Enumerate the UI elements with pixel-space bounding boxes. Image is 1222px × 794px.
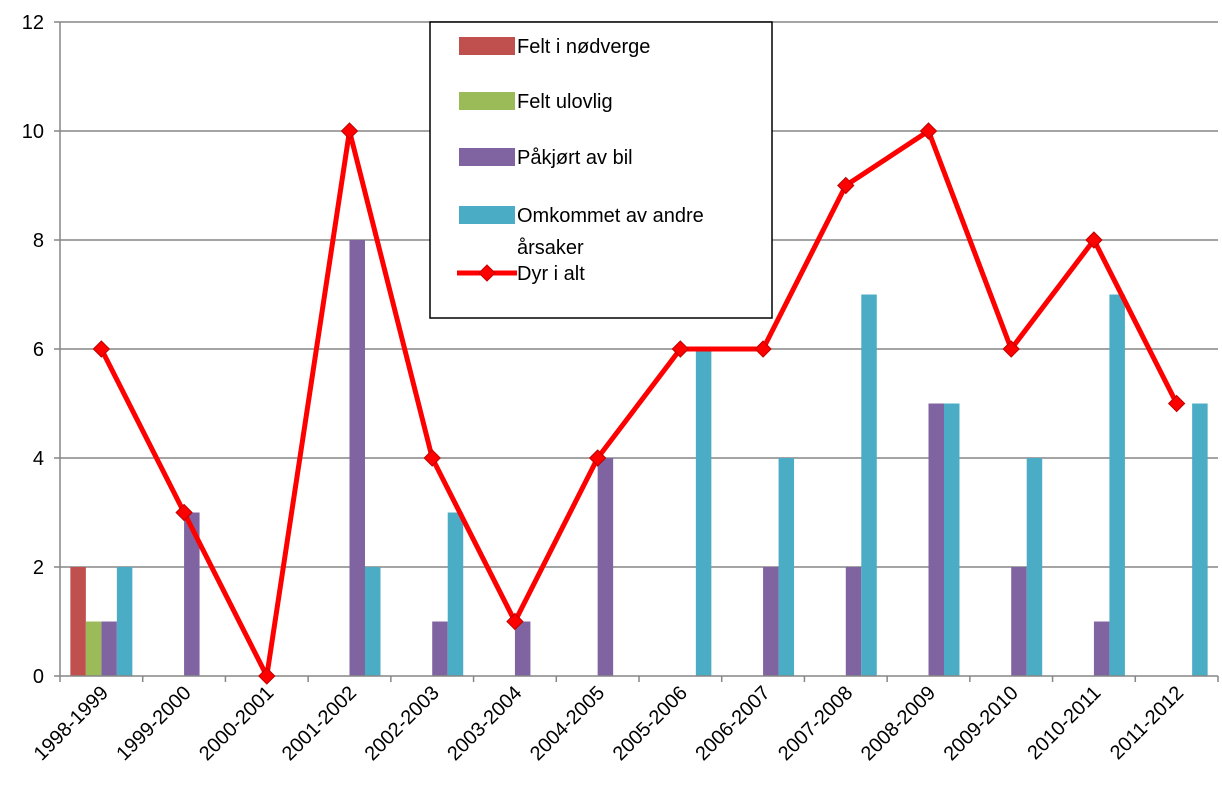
bar	[70, 567, 86, 676]
y-tick-label: 2	[33, 557, 44, 579]
bar	[349, 240, 365, 676]
line-point-marker	[258, 667, 276, 685]
x-tick-label: 1999-2000	[112, 682, 195, 765]
line-point-marker	[175, 503, 193, 522]
y-tick-label: 10	[22, 121, 44, 143]
x-tick-label: 2011-2012	[1106, 682, 1188, 764]
bar	[447, 512, 464, 676]
line-point-marker	[423, 449, 441, 467]
line-point-marker	[92, 340, 111, 358]
bar	[116, 567, 133, 676]
bar	[763, 567, 779, 676]
x-tick-label: 2005-2006	[609, 682, 692, 765]
line-point-marker	[671, 340, 690, 358]
x-tick-label: 2000-2001	[195, 682, 278, 765]
bar	[695, 349, 712, 676]
x-tick-label: 2003-2004	[443, 682, 526, 765]
total-line-path	[99, 128, 1179, 679]
line-point-marker	[754, 340, 772, 358]
legend: Felt i nødverge Felt ulovlig Påkjørt av bi…	[429, 21, 773, 319]
bar	[1026, 458, 1043, 676]
y-tick-label: 12	[22, 12, 44, 34]
bar	[514, 621, 531, 676]
x-tick-label: 2001-2002	[278, 682, 361, 765]
y-tick-label: 8	[33, 230, 44, 252]
y-tick-label: 0	[33, 666, 44, 688]
line-point-marker	[919, 122, 938, 140]
bar	[944, 403, 960, 676]
legend-label: Felt i nødverge	[517, 36, 650, 58]
legend-label: Dyr i alt	[517, 263, 585, 285]
legend-label: Felt ulovlig	[517, 91, 613, 113]
bar	[101, 621, 117, 676]
x-tick-label: 2002-2003	[361, 682, 444, 765]
legend-marker	[478, 264, 496, 282]
bar	[778, 458, 795, 676]
bar	[1192, 403, 1208, 676]
legend-swatch	[459, 148, 515, 166]
x-axis-ticks: 1998-1999 1999-2000 2000-2001 2001-2002 2002…	[30, 676, 1219, 765]
bar	[1011, 567, 1027, 676]
line-point-marker	[588, 449, 607, 467]
y-tick-label: 6	[33, 339, 44, 361]
bar	[861, 294, 877, 676]
x-tick-label: 2007-2008	[774, 682, 857, 765]
bar	[365, 567, 381, 676]
line-point-marker	[506, 612, 524, 631]
x-tick-label: 2008-2009	[857, 682, 940, 765]
bar	[845, 567, 862, 676]
legend-swatch	[459, 37, 515, 55]
bar	[85, 621, 102, 676]
line-point-marker	[837, 176, 855, 195]
x-tick-label: 1998-1999	[30, 682, 113, 765]
legend-swatch	[459, 206, 515, 224]
y-tick-label: 4	[33, 448, 44, 470]
legend-swatch	[459, 92, 515, 110]
x-tick-label: 2004-2005	[526, 682, 609, 765]
line-point-marker	[340, 122, 359, 140]
legend-label: Omkommet av andre årsaker	[517, 205, 704, 259]
line-point-marker	[1167, 394, 1186, 413]
bar	[184, 512, 200, 676]
line-point-marker	[1002, 340, 1020, 358]
bar	[432, 621, 448, 676]
legend-label: Påkjørt av bil	[517, 147, 633, 169]
x-tick-label: 2010-2011	[1023, 682, 1105, 764]
bars	[70, 240, 1208, 676]
bar	[928, 403, 944, 676]
bar	[1109, 294, 1125, 676]
bar	[597, 458, 614, 676]
line-point-marker	[1085, 231, 1103, 249]
x-tick-label: 2006-2007	[691, 682, 774, 765]
bar	[1093, 621, 1110, 676]
y-axis-ticks: 0 2 4 6 8 10 12	[22, 12, 60, 688]
x-tick-label: 2009-2010	[940, 682, 1023, 765]
total-line	[92, 122, 1186, 685]
